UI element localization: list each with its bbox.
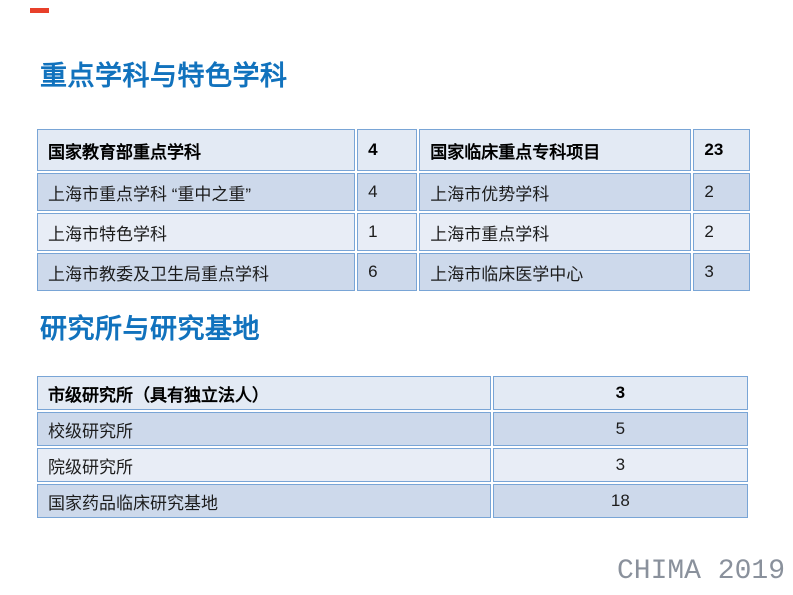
table-cell-label: 国家药品临床研究基地 — [37, 484, 491, 518]
table-row: 上海市特色学科 1 上海市重点学科 2 — [37, 213, 750, 251]
table-cell-label: 上海市重点学科 “重中之重” — [37, 173, 356, 211]
table-cell-value: 4 — [357, 129, 418, 171]
table-cell-label: 市级研究所（具有独立法人） — [37, 376, 491, 410]
table-cell-value: 18 — [492, 484, 748, 518]
table-row: 市级研究所（具有独立法人） 3 — [37, 376, 748, 410]
red-dash-decoration — [30, 8, 49, 13]
table-row: 上海市教委及卫生局重点学科 6 上海市临床医学中心 3 — [37, 253, 750, 291]
table-cell-value: 3 — [693, 253, 750, 291]
research-institutes-table: 市级研究所（具有独立法人） 3 校级研究所 5 院级研究所 3 国家药品临床研究… — [35, 374, 750, 520]
table-cell-label: 国家教育部重点学科 — [37, 129, 356, 171]
table-cell-label: 上海市临床医学中心 — [419, 253, 692, 291]
table-row: 院级研究所 3 — [37, 448, 748, 482]
table-cell-label: 上海市重点学科 — [419, 213, 692, 251]
table-cell-value: 2 — [693, 213, 750, 251]
section-title-research-institutes: 研究所与研究基地 — [40, 314, 260, 344]
table-cell-value: 4 — [357, 173, 418, 211]
section-title-key-disciplines: 重点学科与特色学科 — [40, 61, 288, 91]
table-row: 校级研究所 5 — [37, 412, 748, 446]
chima-watermark: CHIMA 2019 — [616, 556, 785, 587]
table-cell-value: 3 — [492, 448, 748, 482]
table-cell-label: 上海市教委及卫生局重点学科 — [37, 253, 356, 291]
table-cell-label: 上海市优势学科 — [419, 173, 692, 211]
table-row: 国家教育部重点学科 4 国家临床重点专科项目 23 — [37, 129, 750, 171]
table-cell-label: 上海市特色学科 — [37, 213, 356, 251]
table-cell-label: 国家临床重点专科项目 — [419, 129, 692, 171]
table-cell-value: 1 — [357, 213, 418, 251]
table-cell-value: 23 — [693, 129, 750, 171]
table-cell-value: 3 — [492, 376, 748, 410]
table-cell-value: 2 — [693, 173, 750, 211]
table-row: 国家药品临床研究基地 18 — [37, 484, 748, 518]
table-row: 上海市重点学科 “重中之重” 4 上海市优势学科 2 — [37, 173, 750, 211]
table-cell-value: 6 — [357, 253, 418, 291]
table-cell-label: 校级研究所 — [37, 412, 491, 446]
key-disciplines-table: 国家教育部重点学科 4 国家临床重点专科项目 23 上海市重点学科 “重中之重”… — [35, 127, 752, 293]
table-cell-label: 院级研究所 — [37, 448, 491, 482]
table-cell-value: 5 — [492, 412, 748, 446]
